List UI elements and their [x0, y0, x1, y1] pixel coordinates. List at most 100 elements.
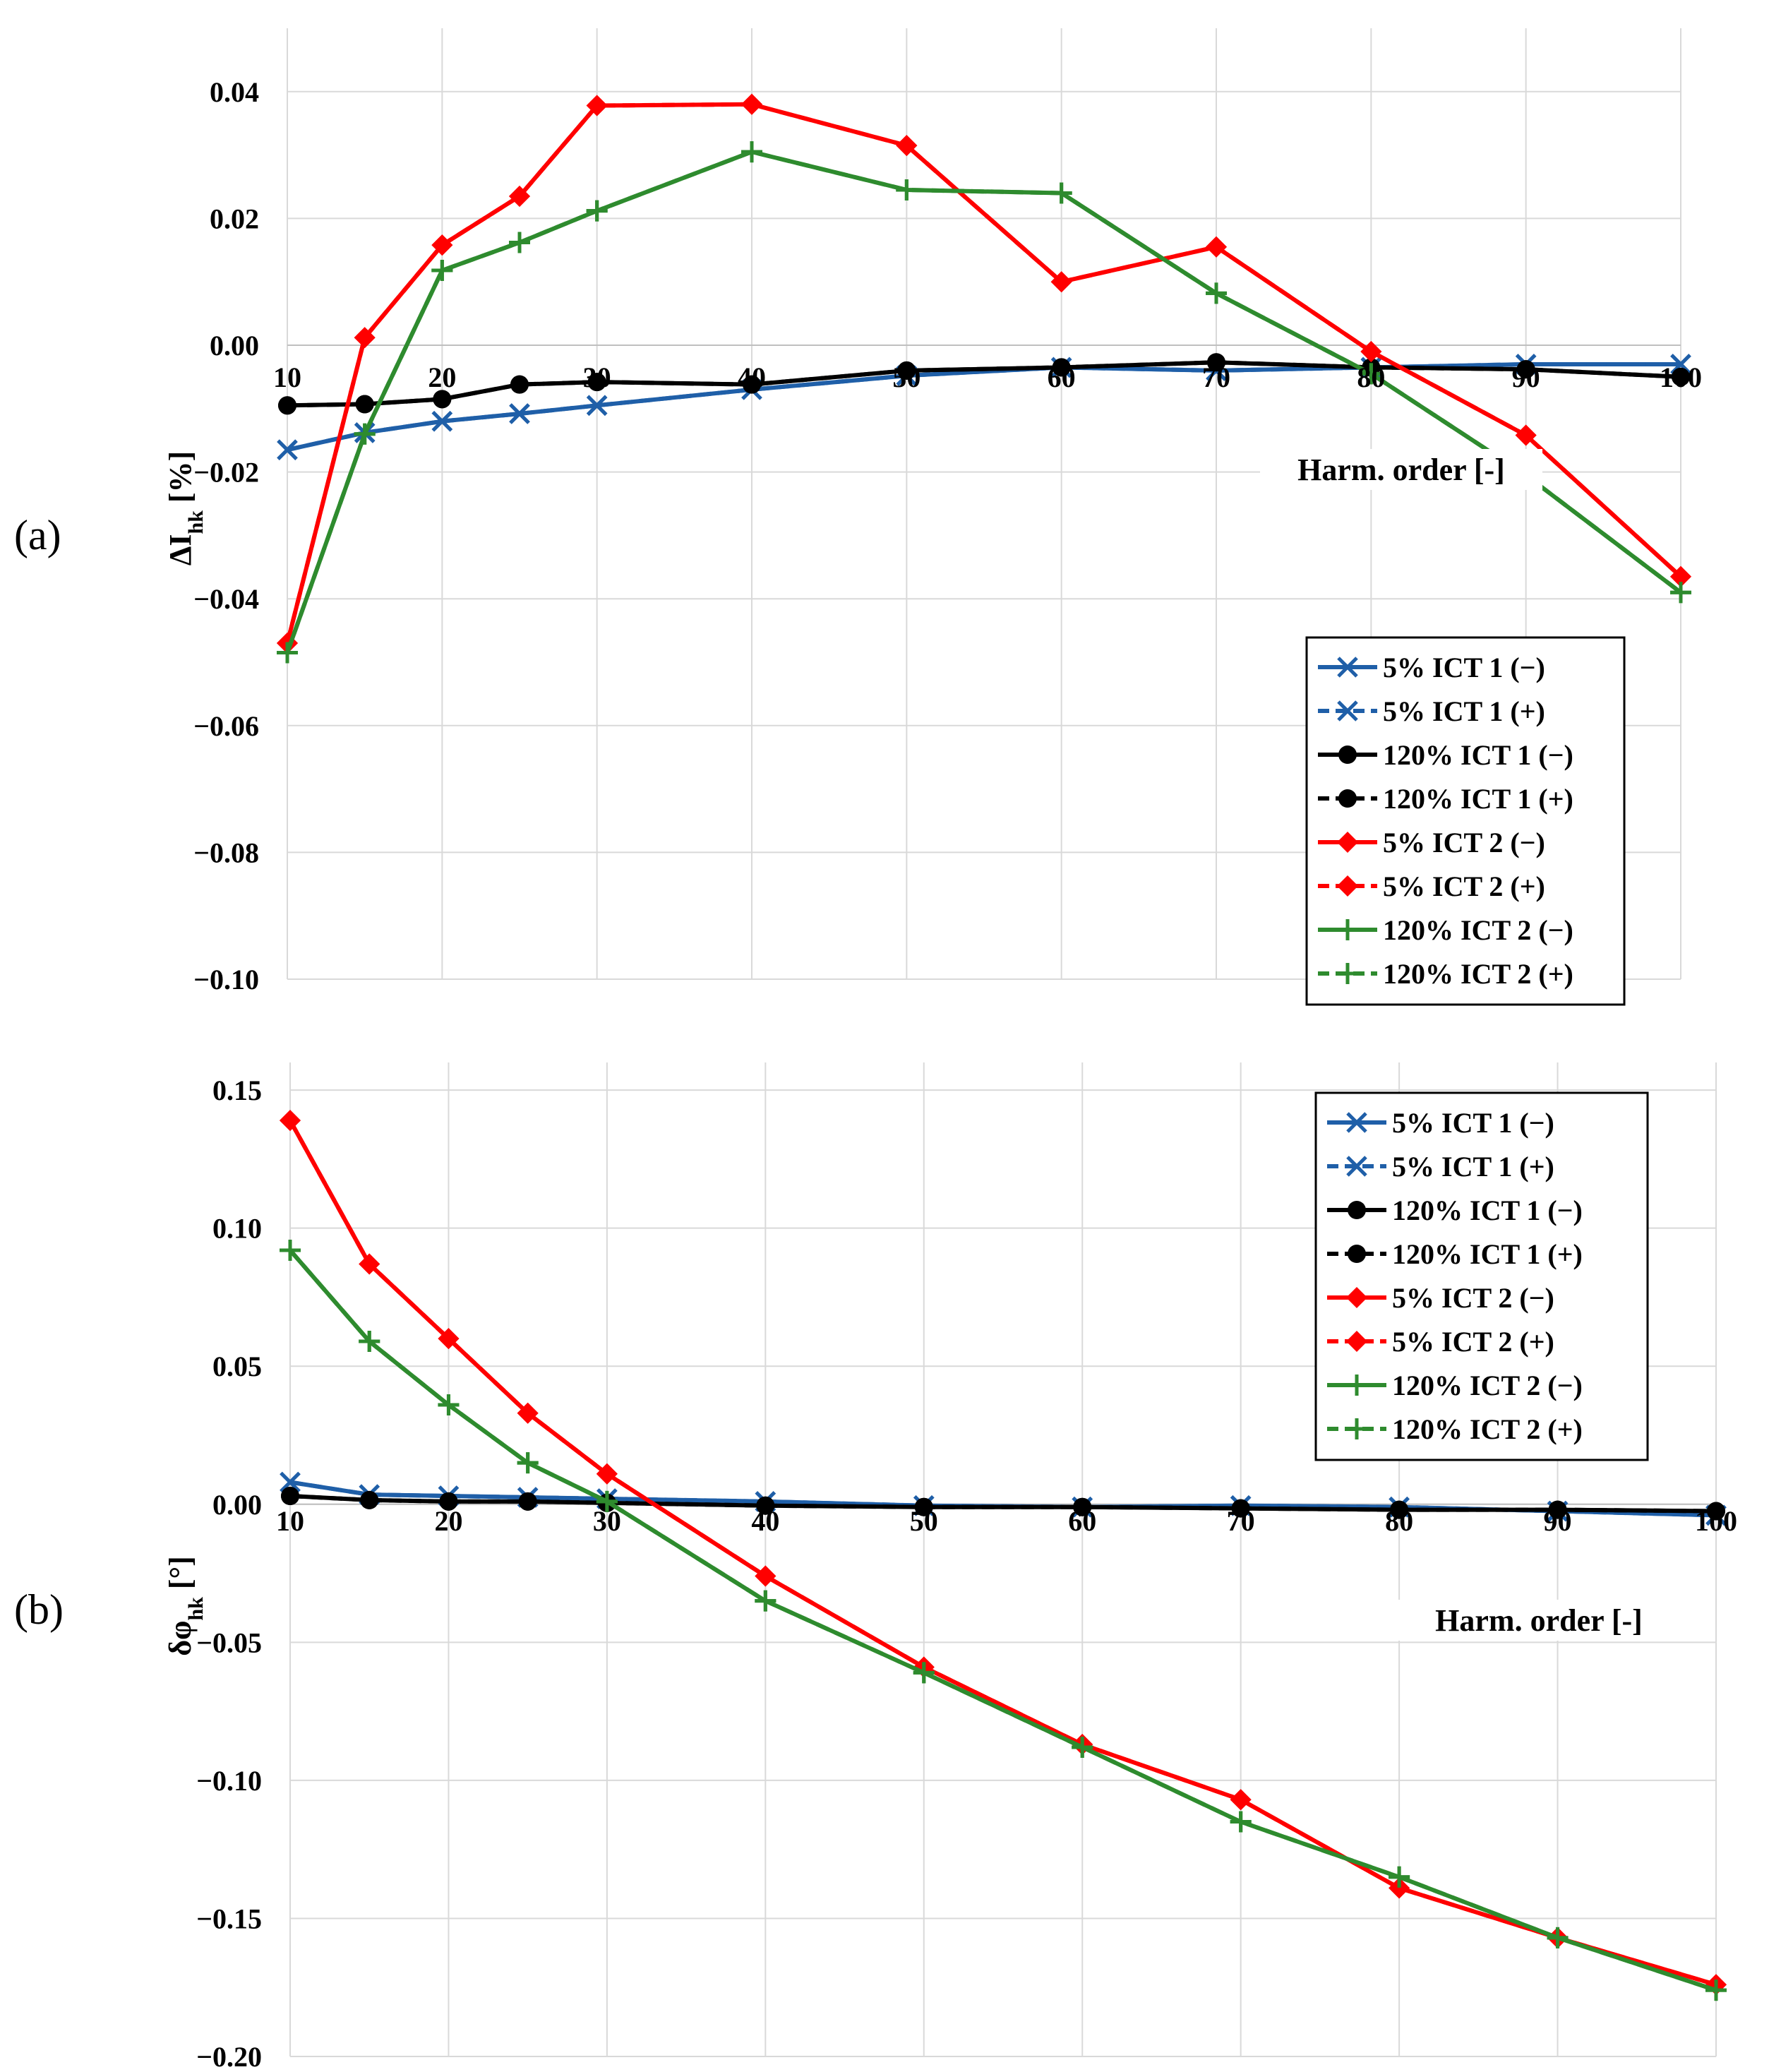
data-point: [897, 361, 916, 380]
data-point: [280, 1239, 301, 1261]
data-point: [913, 1662, 935, 1684]
series-line: [288, 1248, 1717, 1992]
x-tick-label: 60: [1068, 1505, 1096, 1537]
chart-panel-a: 0.04 0.02 0.00 −0.02 −0.04 −0.06 −0.08 −0.10 10 2…: [14, 28, 1702, 1006]
legend-item: 5% ICT 1 (−): [1318, 652, 1545, 683]
data-point: [280, 1110, 301, 1132]
legend-item: 120% ICT 1 (−): [1318, 739, 1573, 771]
data-point: [596, 1490, 618, 1512]
series-5: [280, 1110, 1727, 1996]
x-tick-label: 100: [1695, 1505, 1737, 1537]
legend-swatch-marker: [1337, 700, 1358, 721]
data-point: [518, 1492, 537, 1511]
x-axis-title: Harm. order [-]: [1435, 1603, 1643, 1638]
legend-label: 120% ICT 1 (−): [1383, 739, 1573, 771]
y-tick-label: −0.06: [193, 710, 259, 742]
x-tick-label: 10: [276, 1505, 304, 1537]
x-tick-label: 30: [583, 361, 611, 393]
data-point: [354, 327, 376, 349]
legend-item: 5% ICT 2 (−): [1327, 1282, 1554, 1314]
data-point: [755, 1590, 776, 1612]
legend-item: 5% ICT 2 (+): [1318, 870, 1545, 902]
data-point: [587, 373, 606, 392]
legend-swatch-marker: [1337, 963, 1358, 984]
legend-label: 5% ICT 2 (+): [1383, 870, 1545, 902]
y-axis-title-main: ΔI: [163, 534, 198, 565]
data-point: [280, 1471, 301, 1493]
data-point: [741, 141, 762, 163]
panel-label: (a): [14, 512, 61, 558]
data-point: [509, 185, 530, 207]
data-point: [509, 232, 530, 253]
legend-swatch-marker: [1337, 919, 1358, 940]
data-point: [741, 93, 762, 115]
series-line: [285, 150, 1682, 654]
x-axis-title-bg: [1398, 1600, 1680, 1641]
data-point: [586, 395, 608, 417]
data-point: [1707, 1502, 1725, 1521]
data-point: [755, 1565, 776, 1587]
x-axis-title: Harm. order [-]: [1297, 453, 1505, 487]
y-axis-title-unit: [°]: [163, 1556, 198, 1597]
legend-item: 5% ICT 1 (+): [1318, 695, 1545, 727]
y-tick-label: −0.10: [193, 964, 259, 995]
legend-swatch-marker: [1338, 789, 1357, 808]
data-point: [431, 260, 453, 282]
data-point: [277, 439, 298, 460]
data-point: [1390, 1500, 1409, 1519]
data-point: [914, 1497, 933, 1516]
x-tick-label: 80: [1357, 361, 1385, 393]
y-tick-label: 0.15: [212, 1074, 262, 1106]
data-point: [1516, 360, 1535, 379]
x-tick-label: 10: [273, 361, 301, 393]
legend-label: 5% ICT 1 (−): [1383, 652, 1545, 683]
legend-label: 5% ICT 1 (+): [1383, 695, 1545, 727]
x-tick-label: 30: [593, 1505, 621, 1537]
legend-item: 120% ICT 2 (+): [1318, 958, 1573, 990]
data-point: [438, 1394, 460, 1415]
legend: 5% ICT 1 (−) 5% ICT 1 (+) 120% ICT 1 (−) 12…: [1314, 1091, 1649, 1461]
legend-item: 5% ICT 2 (+): [1327, 1326, 1554, 1358]
legend-swatch-marker: [1346, 1375, 1367, 1396]
legend-item: 120% ICT 2 (−): [1327, 1370, 1583, 1401]
x-tick-label: 40: [738, 361, 766, 393]
data-point: [1705, 1980, 1727, 2001]
x-tick-label: 90: [1512, 361, 1540, 393]
data-point: [1050, 182, 1072, 204]
legend-label: 5% ICT 1 (−): [1392, 1107, 1554, 1139]
x-axis-title-bg: [1260, 449, 1542, 490]
x-tick-label: 70: [1202, 361, 1230, 393]
y-axis-title-main: δφ: [163, 1620, 198, 1655]
x-tick-label: 20: [434, 1505, 462, 1537]
x-tick-label: 100: [1660, 361, 1702, 393]
data-point: [1389, 1877, 1410, 1899]
x-tick-label: 80: [1385, 1505, 1413, 1537]
legend-label: 5% ICT 2 (−): [1383, 827, 1545, 858]
legend-swatch-marker: [1346, 1287, 1367, 1308]
x-tick-label: 70: [1227, 1505, 1255, 1537]
legend-swatch-marker: [1337, 832, 1358, 853]
legend-item: 120% ICT 1 (+): [1318, 783, 1573, 815]
y-tick-label: −0.04: [193, 583, 259, 615]
data-point: [1672, 367, 1690, 386]
panel-label: (b): [14, 1586, 64, 1633]
data-point: [278, 396, 296, 415]
data-point: [1072, 1736, 1093, 1758]
y-tick-label: 0.10: [212, 1213, 262, 1245]
y-axis-title-unit: [%]: [163, 451, 198, 510]
data-point: [433, 390, 452, 409]
series-line: [288, 1119, 1717, 1987]
data-point: [281, 1487, 299, 1506]
data-point: [360, 1490, 379, 1509]
legend-box: [1305, 636, 1626, 1006]
legend-label: 120% ICT 2 (+): [1383, 958, 1573, 990]
data-point: [439, 1492, 458, 1511]
series-line: [285, 102, 1683, 644]
data-point: [1515, 424, 1537, 446]
y-axis-title-subscript: hk: [184, 510, 208, 534]
legend-label: 120% ICT 2 (−): [1392, 1370, 1583, 1401]
series-3: [281, 1487, 1725, 1521]
data-point: [1670, 582, 1691, 604]
data-point: [743, 375, 761, 394]
